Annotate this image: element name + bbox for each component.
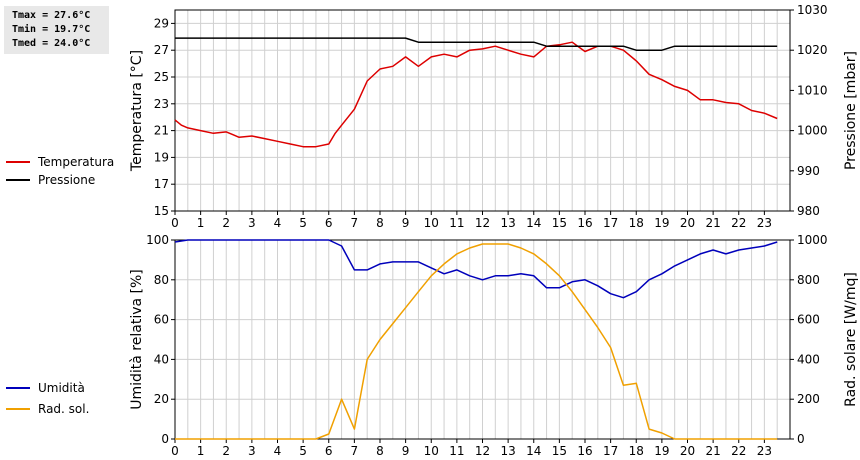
temp-xtick-label: 10 [424,216,439,230]
temp-y2tick-label: 980 [797,204,820,218]
hum-xtick-label: 22 [731,444,746,458]
temp-xtick-label: 13 [500,216,515,230]
temp-xtick-label: 21 [705,216,720,230]
temp-ytick-label: 27 [154,43,169,57]
stats-box: Tmax = 27.6°C Tmin = 19.7°C Tmed = 24.0°… [4,6,109,54]
temp-ytick-label: 25 [154,70,169,84]
temp-ytick-label: 15 [154,204,169,218]
temp-xtick-label: 20 [680,216,695,230]
hum-xtick-label: 8 [376,444,384,458]
hum-xtick-label: 13 [500,444,515,458]
temp-xtick-label: 4 [274,216,282,230]
hum-xtick-label: 11 [449,444,464,458]
temp-xtick-label: 7 [351,216,359,230]
hum-xtick-label: 17 [603,444,618,458]
tmax-text: Tmax = 27.6°C [12,10,91,21]
temp-y2tick-label: 1020 [797,43,828,57]
temp-xtick-label: 9 [402,216,410,230]
temp-xtick-label: 8 [376,216,384,230]
temp-xtick-label: 12 [475,216,490,230]
hum-ytick-label: 80 [154,273,169,287]
hum-xtick-label: 12 [475,444,490,458]
hum-y2tick-label: 800 [797,273,820,287]
hum-ytick-label: 40 [154,352,169,366]
hum-xtick-label: 9 [402,444,410,458]
hum-xtick-label: 19 [654,444,669,458]
temp-xtick-label: 5 [299,216,307,230]
temp-xtick-label: 3 [248,216,256,230]
hum-xtick-label: 7 [351,444,359,458]
temp-ytick-label: 23 [154,97,169,111]
hum-xtick-label: 5 [299,444,307,458]
hum-xtick-label: 10 [424,444,439,458]
temp-y2tick-label: 1010 [797,83,828,97]
hum-ytick-label: 60 [154,313,169,327]
temp-xtick-label: 0 [171,216,179,230]
hum-xtick-label: 0 [171,444,179,458]
hum-ylabel: Umidità relativa [%] [129,269,145,410]
hum-y2tick-label: 1000 [797,233,828,247]
temp-ytick-label: 19 [154,150,169,164]
temp-legend-label: Temperatura [37,155,114,169]
temp-xtick-label: 18 [629,216,644,230]
temp-ylabel: Temperatura [°C] [129,50,145,172]
hum-xtick-label: 23 [757,444,772,458]
temp-series-right-line [175,37,778,51]
tmin-text: Tmin = 19.7°C [12,24,91,35]
hum-y2tick-label: 200 [797,392,820,406]
temp-xtick-label: 6 [325,216,333,230]
tmed-text: Tmed = 24.0°C [12,38,91,49]
hum-series-left-line [174,239,778,299]
temp-xtick-label: 1 [197,216,205,230]
temp-ytick-label: 29 [154,16,169,30]
hum-xtick-label: 18 [629,444,644,458]
hum-xtick-label: 4 [274,444,282,458]
hum-xtick-label: 15 [552,444,567,458]
temp-xtick-label: 22 [731,216,746,230]
hum-y2label: Rad. solare [W/mq] [843,272,859,407]
temp-xtick-label: 14 [526,216,541,230]
hum-legend-label: Rad. sol. [38,402,89,416]
hum-xtick-label: 21 [705,444,720,458]
temp-ytick-label: 21 [154,124,169,138]
temp-series-left-line [174,41,778,148]
hum-ytick-label: 20 [154,392,169,406]
hum-xtick-label: 20 [680,444,695,458]
hum-y2tick-label: 0 [797,432,805,446]
hum-ytick-label: 100 [146,233,169,247]
hum-xtick-label: 14 [526,444,541,458]
temp-xtick-label: 11 [449,216,464,230]
hum-xtick-label: 3 [248,444,256,458]
temp-y2tick-label: 1030 [797,3,828,17]
temp-xtick-label: 19 [654,216,669,230]
temp-xtick-label: 16 [577,216,592,230]
temp-y2label: Pressione [mbar] [843,51,859,170]
hum-ytick-label: 0 [161,432,169,446]
hum-legend-label: Umidità [38,381,85,395]
temp-ytick-label: 17 [154,177,169,191]
hum-xtick-label: 16 [577,444,592,458]
temp-xtick-label: 17 [603,216,618,230]
temp-y2tick-label: 1000 [797,124,828,138]
temp-xtick-label: 2 [222,216,230,230]
temp-legend-label: Pressione [38,173,95,187]
hum-xtick-label: 1 [197,444,205,458]
hum-series-right-line [175,243,778,440]
temp-xtick-label: 23 [757,216,772,230]
hum-y2tick-label: 600 [797,313,820,327]
hum-y2tick-label: 400 [797,352,820,366]
hum-xtick-label: 6 [325,444,333,458]
temp-xtick-label: 15 [552,216,567,230]
temp-y2tick-label: 990 [797,164,820,178]
hum-xtick-label: 2 [222,444,230,458]
